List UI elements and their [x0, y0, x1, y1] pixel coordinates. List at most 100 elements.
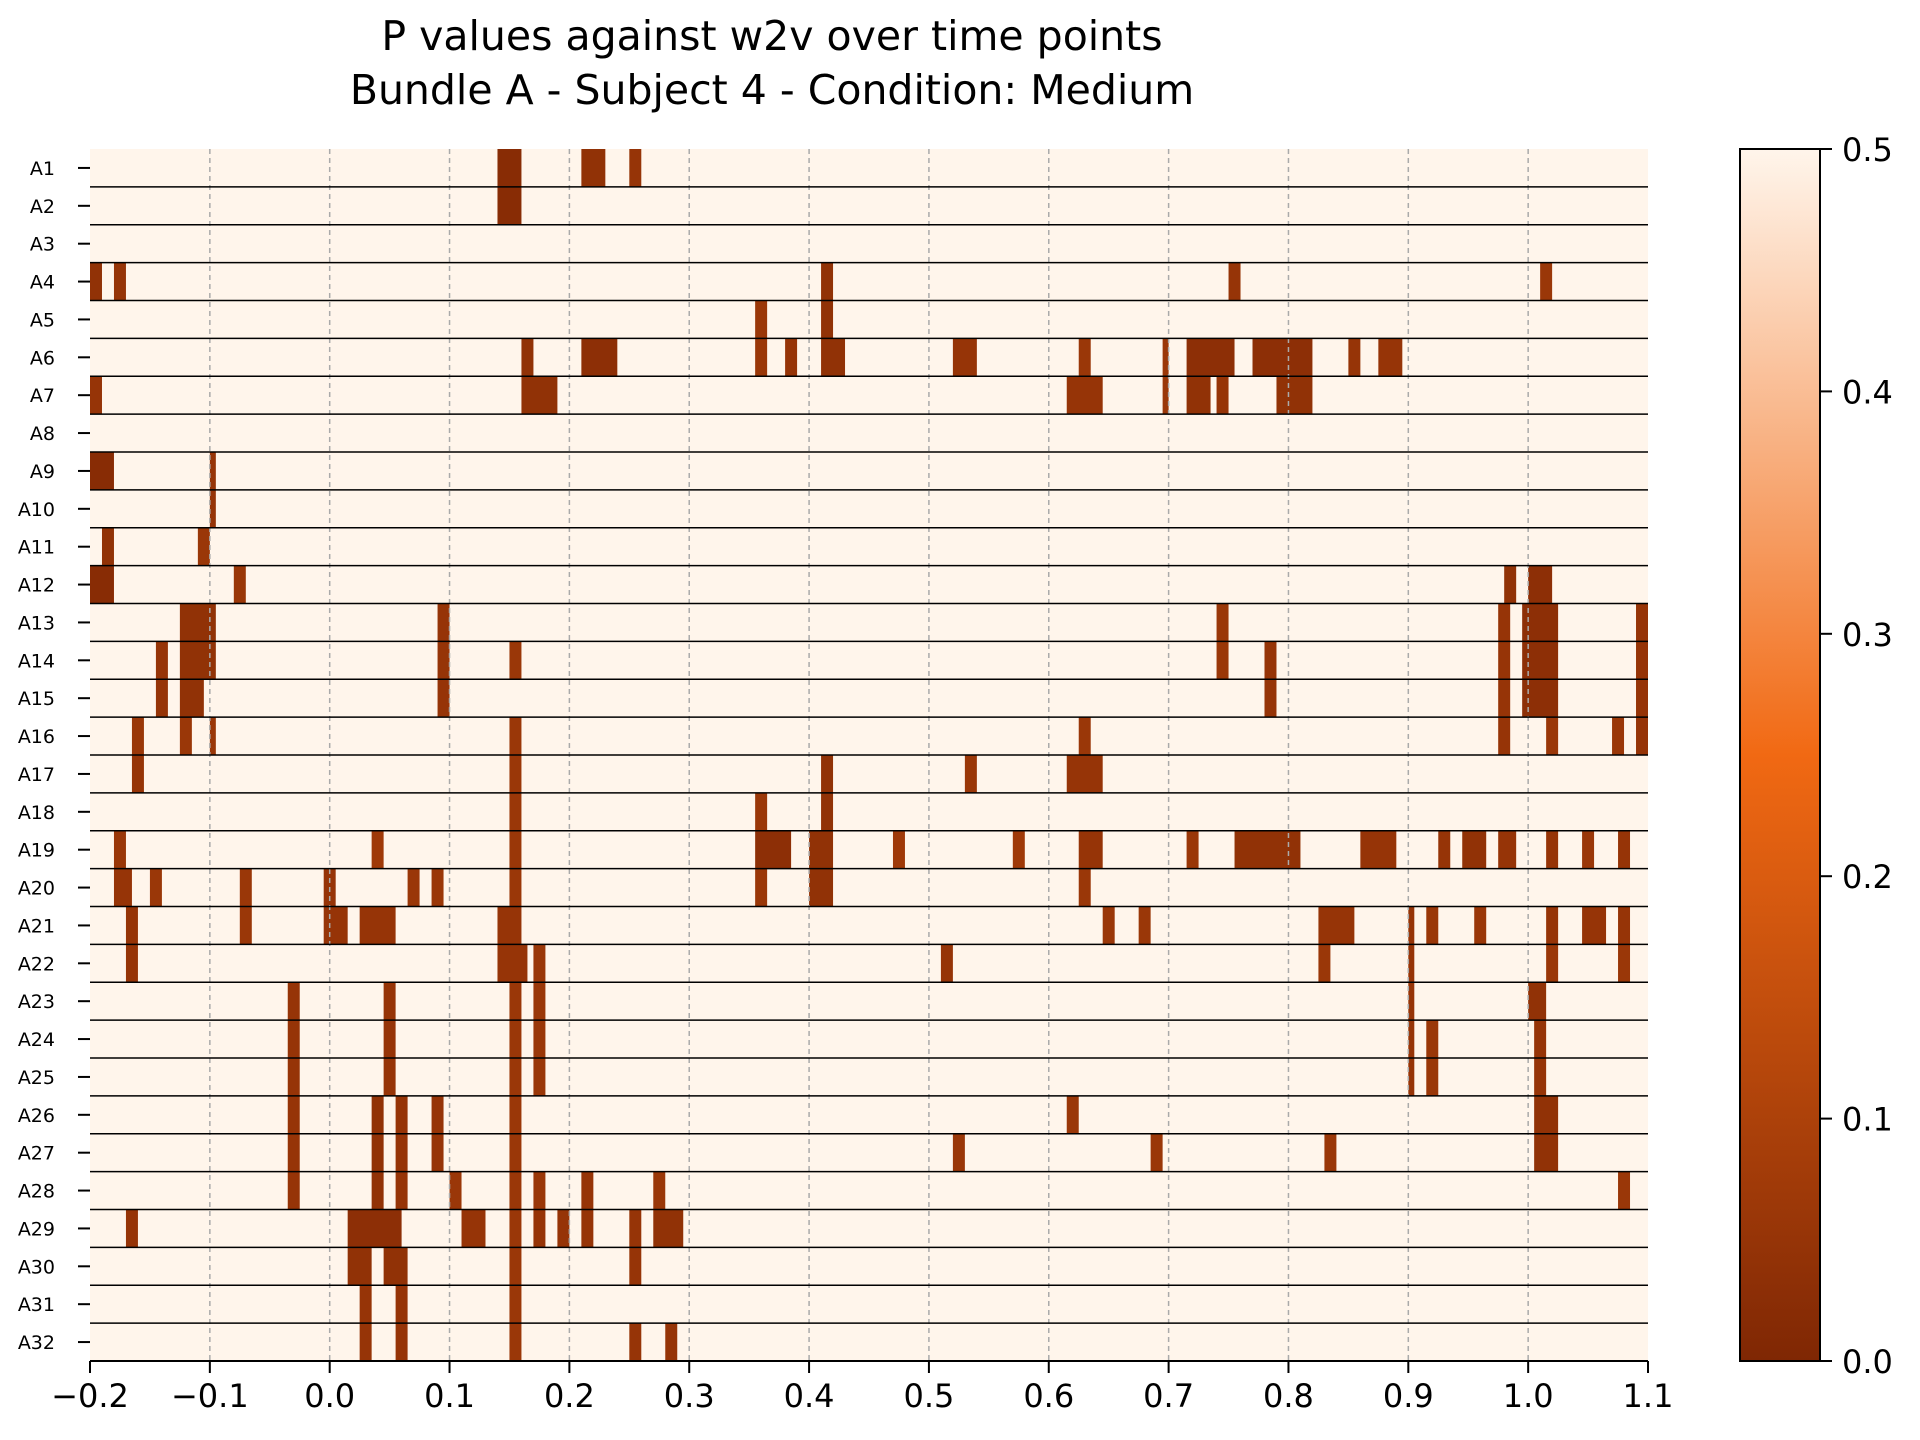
heatmap-cell	[395, 1171, 408, 1210]
heatmap-cell	[821, 755, 834, 793]
heatmap-cell	[1528, 982, 1547, 1021]
heatmap-cell	[1636, 679, 1648, 718]
heatmap-cell	[1234, 830, 1301, 869]
heatmap-cell	[359, 1285, 372, 1324]
heatmap-cell	[509, 755, 522, 793]
heatmap-cell	[131, 717, 144, 755]
heatmap-cell	[1546, 944, 1559, 983]
heatmap-cell	[1528, 565, 1553, 604]
heatmap-cell	[131, 755, 144, 793]
y-tick-label: A2	[30, 196, 55, 218]
y-tick-label: A20	[18, 878, 55, 900]
heatmap-cell	[1498, 679, 1511, 718]
heatmap-cell	[1318, 906, 1355, 945]
x-tick-label: 0.4	[784, 1377, 835, 1415]
y-tick-label: A26	[18, 1105, 55, 1127]
heatmap-cell	[521, 376, 558, 415]
y-tick-label: A23	[18, 991, 55, 1013]
y-tick-label: A29	[18, 1218, 55, 1240]
heatmap-cell	[1318, 944, 1331, 983]
heatmap-cell	[581, 149, 606, 187]
heatmap-cell	[509, 1171, 522, 1210]
heatmap-cell	[1186, 338, 1235, 377]
heatmap-cell	[755, 300, 768, 339]
heatmap-cell	[395, 1133, 408, 1172]
heatmap-cell	[1348, 338, 1361, 377]
x-tick-label: 0.3	[664, 1377, 715, 1415]
heatmap-cell	[1252, 338, 1313, 377]
heatmap-cell	[1408, 1020, 1415, 1058]
heatmap-cell	[347, 1247, 372, 1286]
heatmap-cell	[431, 1133, 444, 1172]
heatmap-cell	[209, 489, 216, 528]
x-tick-label: 1.1	[1623, 1377, 1674, 1415]
y-tick-label: A4	[30, 272, 55, 294]
x-tick-label: 0.1	[424, 1377, 475, 1415]
heatmap-cell	[629, 149, 642, 187]
y-tick-label: A18	[18, 802, 55, 824]
heatmap-cell	[179, 717, 192, 755]
heatmap-cell	[1162, 376, 1169, 415]
heatmap-cell	[497, 149, 522, 187]
x-tick-label: 0.7	[1143, 1377, 1194, 1415]
heatmap-cell	[1078, 717, 1091, 755]
heatmap-cell	[395, 1323, 408, 1361]
heatmap-cell	[665, 1323, 678, 1361]
heatmap-cell	[533, 1171, 546, 1210]
heatmap-cell	[395, 1285, 408, 1324]
heatmap-cell	[1408, 906, 1415, 945]
heatmap-cell	[533, 944, 546, 983]
heatmap-cell	[1498, 830, 1517, 869]
heatmap-cell	[653, 1171, 666, 1210]
heatmap-cell	[629, 1323, 642, 1361]
heatmap-cell	[892, 830, 905, 869]
heatmap-cell	[1066, 1095, 1079, 1134]
heatmap-cell	[1264, 679, 1277, 718]
heatmap-cell	[371, 830, 384, 869]
y-axis: A1 A2 A3 A4 A5 A6 A7 A8 A9 A10 A11 A12 A13 A14 A15 A16 A…	[18, 158, 90, 1354]
heatmap-cell	[1216, 376, 1229, 415]
heatmap-cell	[1138, 906, 1151, 945]
heatmap-cell	[1546, 717, 1559, 755]
x-tick-label: 0.2	[544, 1377, 595, 1415]
row-separators	[90, 186, 1648, 1324]
heatmap-cell	[1534, 1058, 1547, 1096]
heatmap-cell	[755, 338, 768, 377]
y-tick-label: A9	[30, 461, 55, 483]
heatmap-cell	[1636, 641, 1648, 680]
heatmap-cell	[287, 1058, 300, 1096]
heatmap-cell	[287, 1020, 300, 1058]
heatmap-cell	[1612, 717, 1625, 755]
heatmap-cell	[125, 1209, 138, 1248]
heatmap-cell	[155, 679, 168, 718]
heatmap-cell	[629, 1209, 642, 1248]
heatmap-cell	[1186, 376, 1211, 415]
y-tick-label: A17	[18, 764, 55, 786]
heatmap-cell	[1618, 830, 1631, 869]
heatmap-cell	[821, 792, 834, 831]
heatmap-cell	[1618, 944, 1631, 983]
heatmap-cell	[497, 944, 528, 983]
heatmap-cell	[1426, 1020, 1439, 1058]
y-tick-label: A7	[30, 385, 55, 407]
x-tick-label: −0.2	[51, 1377, 129, 1415]
y-tick-label: A12	[18, 575, 55, 597]
heatmap-cell	[1534, 1095, 1559, 1134]
heatmap-cell	[1102, 906, 1115, 945]
heatmap-cell	[1438, 830, 1451, 869]
heatmap-cell	[1324, 1133, 1337, 1172]
heatmap-cell	[125, 906, 138, 945]
heatmap-cell	[1582, 906, 1607, 945]
heatmap-cell	[755, 830, 792, 869]
y-tick-label: A14	[18, 650, 55, 672]
heatmap-cell	[1264, 641, 1277, 680]
heatmap-cell	[1498, 717, 1511, 755]
heatmap-cell	[1618, 1171, 1631, 1210]
x-tick-label: 0.0	[304, 1377, 355, 1415]
heatmap-cell	[371, 1133, 384, 1172]
heatmap-cell	[1504, 565, 1517, 604]
heatmap-cell	[90, 452, 114, 490]
heatmap-cell	[952, 1133, 965, 1172]
heatmap-cell	[581, 338, 618, 377]
